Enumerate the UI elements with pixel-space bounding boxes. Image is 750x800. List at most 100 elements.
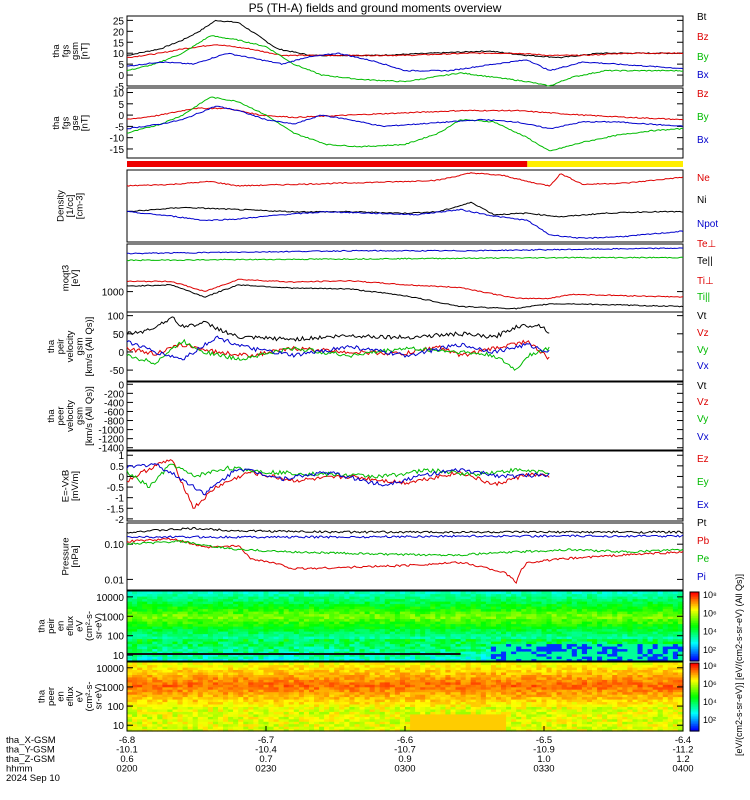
spectrogram-cell bbox=[233, 713, 239, 717]
spectrogram-cell bbox=[536, 601, 543, 605]
spectrogram-cell bbox=[273, 703, 280, 707]
spectrogram-cell bbox=[157, 616, 163, 620]
spectrogram-cell bbox=[470, 628, 477, 632]
spectrogram-cell bbox=[657, 641, 664, 645]
spectrogram-cell bbox=[425, 603, 431, 607]
spectrogram-cell bbox=[374, 613, 381, 617]
spectrogram-cell bbox=[420, 728, 426, 732]
spectrogram-cell bbox=[521, 628, 527, 632]
spectrogram-cell bbox=[324, 603, 330, 607]
spectrogram-cell bbox=[440, 636, 447, 640]
spectrogram-cell bbox=[480, 631, 487, 635]
spectrogram-cell bbox=[662, 601, 669, 605]
spectrogram-cell bbox=[319, 628, 325, 632]
spectrogram-cell bbox=[410, 721, 416, 725]
spectrogram-cell bbox=[531, 616, 538, 620]
spectrogram-cell bbox=[334, 628, 340, 632]
spectrogram-cell bbox=[177, 696, 184, 700]
spectrogram-cell bbox=[253, 694, 260, 698]
spectrogram-cell bbox=[273, 701, 280, 705]
spectrogram-cell bbox=[223, 611, 229, 615]
spectrogram-cell bbox=[314, 601, 320, 605]
spectrogram-cell bbox=[571, 646, 578, 650]
spectrogram-cell bbox=[314, 674, 320, 678]
spectrogram-cell bbox=[511, 606, 517, 610]
spectrogram-cell bbox=[506, 621, 512, 625]
spectrogram-cell bbox=[349, 591, 356, 595]
spectrogram-cell bbox=[243, 701, 249, 705]
spectrogram-cell bbox=[207, 713, 214, 717]
spectrogram-cell bbox=[369, 608, 376, 612]
spectrogram-cell bbox=[339, 648, 345, 652]
spectrogram-cell bbox=[440, 621, 447, 625]
spectrogram-cell bbox=[298, 651, 305, 655]
spectrogram-cell bbox=[309, 696, 315, 700]
spectrogram-cell bbox=[182, 684, 189, 688]
spectrogram-cell bbox=[303, 621, 310, 625]
spectrogram-cell bbox=[561, 643, 568, 647]
spectrogram-cell bbox=[202, 633, 209, 637]
spectrogram-cell bbox=[551, 638, 558, 642]
spectrogram-cell bbox=[238, 656, 244, 660]
spectrogram-cell bbox=[142, 623, 148, 627]
spectrogram-cell bbox=[314, 699, 320, 703]
spectrogram-cell bbox=[521, 656, 527, 660]
spectrogram-cell bbox=[359, 646, 366, 650]
spectrogram-cell bbox=[405, 643, 411, 647]
spectrogram-cell bbox=[147, 633, 153, 637]
spectrogram-cell bbox=[592, 593, 598, 597]
spectrogram-cell bbox=[202, 606, 209, 610]
spectrogram-cell bbox=[283, 713, 290, 717]
spectrogram-cell bbox=[556, 623, 563, 627]
spectrogram-cell bbox=[329, 618, 335, 622]
spectrogram-cell bbox=[197, 718, 204, 722]
spectrogram-cell bbox=[243, 669, 249, 673]
series-line-Te⊥ bbox=[127, 247, 684, 255]
spectrogram-cell bbox=[132, 708, 138, 712]
spectrogram-cell bbox=[339, 664, 345, 668]
spectrogram-cell bbox=[364, 596, 371, 600]
spectrogram-cell bbox=[612, 613, 618, 617]
spectrogram-cell bbox=[127, 721, 133, 725]
spectrogram-cell bbox=[319, 638, 325, 642]
spectrogram-cell bbox=[243, 706, 249, 710]
spectrogram-cell bbox=[243, 721, 249, 725]
spectrogram-cell bbox=[374, 691, 381, 695]
spectrogram-cell bbox=[566, 646, 573, 650]
spectrogram-cell bbox=[127, 618, 133, 622]
spectrogram-cell bbox=[662, 621, 669, 625]
spectrogram-cell bbox=[192, 671, 199, 675]
spectrogram-cell bbox=[207, 726, 214, 730]
spectrogram-cell bbox=[298, 721, 305, 725]
spectrogram-cell bbox=[389, 664, 396, 668]
spectrogram-cell bbox=[339, 681, 345, 685]
panel-peir_en_eflux: 10100100010000thapeirenefluxeV(cm²-s-sr-… bbox=[37, 590, 684, 662]
spectrogram-cell bbox=[137, 591, 143, 595]
spectrogram-cell bbox=[293, 716, 300, 720]
spectrogram-cell bbox=[677, 631, 684, 635]
spectrogram-cell bbox=[420, 616, 426, 620]
spectrogram-cell bbox=[546, 601, 553, 605]
spectrogram-cell bbox=[218, 646, 224, 650]
spectrogram-cell bbox=[597, 641, 603, 645]
spectrogram-cell bbox=[389, 598, 396, 602]
spectrogram-cell bbox=[197, 679, 204, 683]
spectrogram-cell bbox=[642, 621, 649, 625]
spectrogram-cell bbox=[187, 628, 194, 632]
spectrogram-cell bbox=[132, 686, 138, 690]
spectrogram-cell bbox=[354, 708, 361, 712]
spectrogram-cell bbox=[192, 611, 199, 615]
spectrogram-cell bbox=[516, 596, 522, 600]
spectrogram-cell bbox=[182, 656, 189, 660]
spectrogram-cell bbox=[182, 676, 189, 680]
spectrogram-cell bbox=[273, 679, 280, 683]
spectrogram-cell bbox=[399, 611, 406, 615]
spectrogram-cell bbox=[445, 633, 452, 637]
spectrogram-cell bbox=[587, 593, 593, 597]
spectrogram-cell bbox=[278, 711, 285, 715]
spectrogram-cell bbox=[607, 628, 613, 632]
spectrogram-cell bbox=[223, 656, 229, 660]
spectrogram-cell bbox=[132, 658, 138, 662]
spectrogram-cell bbox=[324, 613, 330, 617]
spectrogram-cell bbox=[243, 666, 249, 670]
